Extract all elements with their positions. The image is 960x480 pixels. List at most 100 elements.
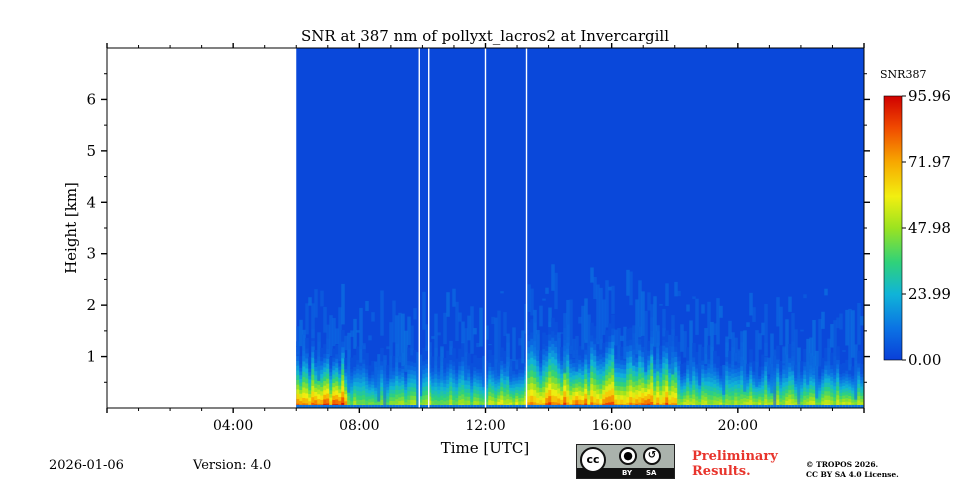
heatmap-cell <box>440 382 444 388</box>
heatmap-cell <box>479 368 483 373</box>
heatmap-cell <box>752 374 756 379</box>
heatmap-column <box>641 291 645 408</box>
heatmap-cell <box>725 389 729 395</box>
heatmap-cell <box>302 371 306 378</box>
heatmap-cell <box>296 360 300 366</box>
heatmap-cell <box>491 396 495 401</box>
heatmap-cell <box>734 360 738 366</box>
heatmap-cell <box>341 357 345 364</box>
heatmap-column <box>392 300 396 408</box>
heatmap-cell <box>311 368 315 375</box>
heatmap-cell <box>728 363 732 368</box>
heatmap-column <box>449 340 453 408</box>
heatmap-cell <box>566 378 570 385</box>
heatmap-column <box>812 319 816 408</box>
heatmap-column <box>800 329 804 408</box>
heatmap-cell <box>590 322 594 330</box>
heatmap-cell <box>683 365 687 370</box>
heatmap-cell <box>422 356 426 362</box>
heatmap-cell <box>398 404 402 408</box>
heatmap-cell <box>335 367 339 373</box>
heatmap-cell <box>368 389 372 394</box>
heatmap-cell <box>530 350 534 358</box>
heatmap-cell <box>821 368 825 373</box>
heatmap-cell <box>485 360 489 365</box>
heatmap-cell <box>719 305 723 318</box>
heatmap-cell <box>755 330 759 387</box>
heatmap-cell <box>425 354 429 360</box>
heatmap-cell <box>398 400 402 405</box>
heatmap-cell <box>356 404 360 408</box>
heatmap-cell <box>821 375 825 380</box>
heatmap-cell <box>491 358 495 364</box>
heatmap-cell <box>383 355 387 408</box>
heatmap-cell <box>407 373 411 379</box>
heatmap-cell <box>551 264 555 291</box>
heatmap-column <box>839 313 843 408</box>
heatmap-cell <box>296 369 300 376</box>
heatmap-cell <box>473 328 477 335</box>
heatmap-cell <box>467 396 471 401</box>
heatmap-cell <box>611 321 615 329</box>
heatmap-cell <box>584 388 588 394</box>
heatmap-cell <box>527 322 531 329</box>
heatmap-cell <box>479 375 483 380</box>
heatmap-cell <box>362 376 366 382</box>
heatmap-cell <box>788 380 792 386</box>
heatmap-cell <box>335 376 339 382</box>
heatmap-cell <box>485 401 489 406</box>
heatmap-cell <box>521 369 525 374</box>
heatmap-cell <box>752 394 756 399</box>
heatmap-cell <box>680 385 684 390</box>
heatmap-cell <box>749 374 753 380</box>
heatmap-cell <box>761 385 765 390</box>
heatmap-column <box>395 315 399 408</box>
heatmap-cell <box>674 392 678 399</box>
heatmap-cell <box>323 357 327 363</box>
heatmap-cell <box>521 386 525 391</box>
heatmap-cell <box>575 370 579 376</box>
heatmap-cell <box>641 351 645 358</box>
heatmap-cell <box>521 372 525 377</box>
heatmap-cell <box>794 380 798 384</box>
heatmap-cell <box>482 392 486 397</box>
heatmap-cell <box>317 384 321 390</box>
heatmap-column <box>683 331 687 408</box>
heatmap-cell <box>359 391 363 396</box>
heatmap-cell <box>608 329 612 337</box>
heatmap-cell <box>674 387 678 394</box>
heatmap-cell <box>434 399 438 405</box>
heatmap-cell <box>626 351 630 358</box>
heatmap-cell <box>581 361 585 367</box>
heatmap-cell <box>299 371 303 376</box>
heatmap-cell <box>791 393 795 399</box>
heatmap-cell <box>392 300 396 343</box>
heatmap-cell <box>662 345 666 352</box>
heatmap-cell <box>707 363 711 369</box>
heatmap-cell <box>338 366 342 371</box>
heatmap-cell <box>704 328 708 364</box>
heatmap-column <box>368 335 372 408</box>
heatmap-cell <box>461 342 465 348</box>
heatmap-cell <box>557 382 561 389</box>
heatmap-column <box>719 305 723 408</box>
heatmap-cell <box>719 371 723 376</box>
heatmap-cell <box>647 379 651 385</box>
heatmap-cell <box>794 404 798 408</box>
heatmap-cell <box>770 392 774 396</box>
heatmap-cell <box>311 351 315 358</box>
heatmap-cell <box>311 374 315 381</box>
heatmap-column <box>809 337 813 408</box>
heatmap-cell <box>425 363 429 369</box>
heatmap-cell <box>341 283 345 325</box>
heatmap-cell <box>599 404 603 408</box>
heatmap-cell <box>569 404 573 408</box>
heatmap-cell <box>410 325 414 356</box>
heatmap-cell <box>419 404 423 408</box>
heatmap-cell <box>830 384 834 389</box>
heatmap-cell <box>686 360 690 366</box>
heatmap-cell <box>818 404 822 408</box>
heatmap-column <box>860 316 864 408</box>
heatmap-cell <box>299 367 303 372</box>
heatmap-cell <box>314 374 318 380</box>
